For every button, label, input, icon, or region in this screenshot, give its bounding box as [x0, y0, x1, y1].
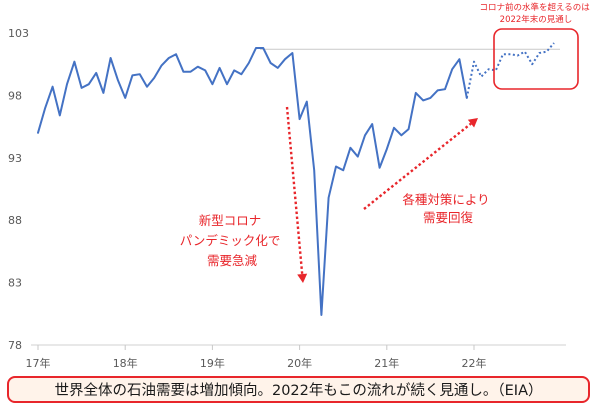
annotation-forecast-line-1: コロナ前の水準を超えるのは [480, 2, 591, 13]
annotation-pandemic-line-3: 需要急減 [207, 253, 258, 268]
x-tick-label: 22年 [462, 356, 487, 370]
series-layer [37, 42, 555, 316]
annotation-forecast-line-2: 2022年末の見通し [500, 14, 573, 25]
annotation-pandemic: 新型コロナ パンデミック化で 需要急減 [180, 213, 285, 268]
x-axis: 17年 18年 19年 20年 21年 22年 [26, 344, 566, 370]
y-tick-label: 88 [8, 214, 22, 227]
forecast-highlight-box [493, 28, 579, 90]
annotation-pandemic-line-2: パンデミック化で [180, 233, 281, 248]
decline-arrow [285, 106, 308, 283]
footer-summary-text: 世界全体の石油需要は増加傾向。2022年もこの流れが続く見通し。（EIA） [54, 383, 543, 399]
footer-summary-box: 世界全体の石油需要は増加傾向。2022年もこの流れが続く見通し。（EIA） [7, 376, 590, 403]
annotation-forecast: コロナ前の水準を超えるのは 2022年末の見通し [480, 2, 593, 25]
chart: 78 83 88 93 98 103 17年 18年 19年 20年 21年 22年 新型コロナ パ… [8, 2, 593, 370]
forecast-series-line [465, 42, 555, 99]
y-tick-label: 103 [8, 27, 29, 40]
x-tick-label: 18年 [113, 356, 138, 370]
actual-series-line [37, 47, 468, 316]
annotation-arrows [285, 106, 478, 283]
x-tick-label: 21年 [374, 356, 399, 370]
annotation-recovery-line-2: 需要回復 [423, 210, 474, 225]
x-tick-label: 20年 [287, 356, 312, 370]
annotation-recovery-line-1: 各種対策により [402, 192, 489, 207]
x-tick-label: 17年 [26, 356, 51, 370]
y-tick-label: 98 [8, 89, 22, 102]
y-tick-label: 83 [8, 277, 22, 290]
y-axis-ticks: 78 83 88 93 98 103 [8, 27, 29, 352]
y-tick-label: 93 [8, 152, 22, 165]
annotation-pandemic-line-1: 新型コロナ [199, 213, 262, 228]
y-tick-label: 78 [8, 339, 22, 352]
annotation-recovery: 各種対策により 需要回復 [402, 192, 493, 225]
x-tick-label: 19年 [200, 356, 225, 370]
recovery-arrow [363, 118, 478, 210]
